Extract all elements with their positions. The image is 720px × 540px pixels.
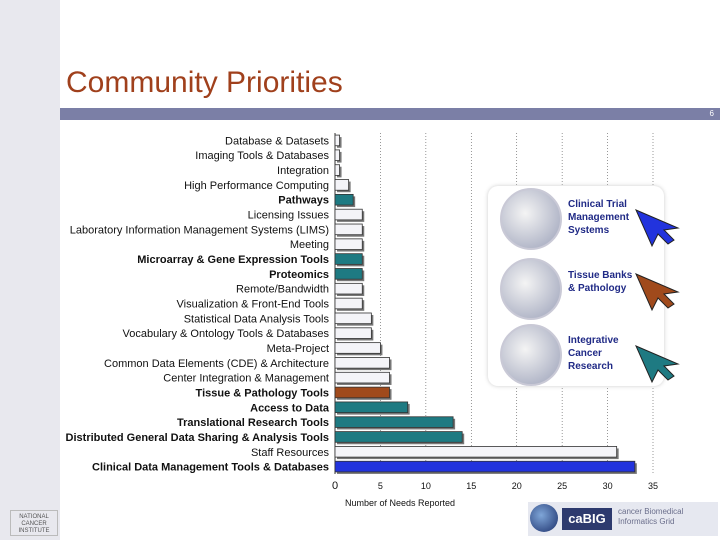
- bar-2: [334, 164, 340, 176]
- arrow-icon-blue: [635, 209, 680, 248]
- bar-21: [334, 446, 618, 458]
- x-axis-title: Number of Needs Reported: [345, 498, 455, 508]
- tissue-banks-photo: [500, 258, 562, 320]
- category-label-12: Statistical Data Analysis Tools: [184, 313, 330, 325]
- bar-4: [334, 193, 354, 206]
- category-label-4: Pathways: [278, 195, 329, 207]
- x-tick-label-6: 30: [603, 481, 613, 491]
- page-number: 6: [709, 109, 714, 118]
- x-tick-label-3: 15: [466, 481, 476, 491]
- cabig-brand: caBIG: [562, 508, 612, 530]
- legend-label-clinical-trial: Clinical Trial Management Systems: [568, 199, 630, 236]
- category-label-2: Integration: [277, 165, 329, 177]
- category-label-10: Remote/Bandwidth: [236, 284, 329, 296]
- category-label-13: Vocabulary & Ontology Tools & Databases: [123, 328, 330, 340]
- legend-label-integrative: Integrative Cancer Research: [568, 335, 619, 372]
- bar-12: [334, 312, 372, 325]
- bar-20: [334, 431, 463, 443]
- x-tick-label-4: 20: [512, 481, 522, 491]
- cabig-description: cancer Biomedical Informatics Grid: [618, 507, 684, 526]
- category-label-16: Center Integration & Management: [163, 373, 329, 385]
- bar-0: [334, 134, 340, 147]
- x-tick-label-1: 5: [378, 481, 383, 491]
- nci-logo: NATIONAL CANCER INSTITUTE: [10, 510, 58, 536]
- globe-icon: [530, 504, 558, 532]
- bar-14: [334, 342, 381, 354]
- title-divider-bar: [60, 108, 720, 120]
- bar-9: [334, 268, 363, 280]
- x-tick-label-2: 10: [421, 481, 431, 491]
- category-label-3: High Performance Computing: [184, 180, 329, 192]
- category-label-20: Distributed General Data Sharing & Analy…: [66, 432, 329, 444]
- bar-5: [334, 208, 363, 221]
- category-label-17: Tissue & Pathology Tools: [196, 387, 329, 399]
- bar-15: [334, 357, 390, 369]
- category-label-9: Proteomics: [269, 269, 329, 281]
- bar-16: [334, 371, 390, 384]
- legend-arrows: [635, 209, 680, 384]
- category-label-14: Meta-Project: [267, 343, 329, 355]
- category-label-6: Laboratory Information Management System…: [70, 224, 329, 236]
- bar-7: [334, 238, 363, 250]
- slide-title: Community Priorities: [66, 66, 343, 99]
- category-label-7: Meeting: [290, 239, 329, 251]
- category-label-19: Translational Research Tools: [177, 417, 329, 429]
- arrow-icon-brown: [635, 273, 680, 312]
- category-label-5: Licensing Issues: [248, 210, 330, 222]
- category-label-8: Microarray & Gene Expression Tools: [137, 254, 329, 266]
- left-decorative-strip: [0, 0, 60, 540]
- category-label-11: Visualization & Front-End Tools: [177, 299, 330, 311]
- legend-label-tissue-banks: Tissue Banks & Pathology: [568, 270, 633, 294]
- bar-10: [334, 282, 363, 295]
- bar-19: [334, 416, 454, 428]
- x-tick-label-7: 35: [648, 481, 658, 491]
- bar-8: [334, 253, 363, 265]
- category-label-15: Common Data Elements (CDE) & Architectur…: [104, 358, 329, 370]
- bar-3: [334, 179, 350, 191]
- bar-13: [334, 327, 372, 339]
- clinical-trial-photo: [500, 188, 562, 250]
- category-label-1: Imaging Tools & Databases: [195, 150, 329, 162]
- arrow-icon-teal: [635, 345, 680, 384]
- category-label-18: Access to Data: [250, 402, 330, 414]
- bar-17: [334, 386, 390, 399]
- bar-22: [334, 460, 636, 473]
- x-tick-label-0: 0: [332, 480, 338, 492]
- x-tick-label-5: 25: [557, 481, 567, 491]
- integrative-research-photo: [500, 324, 562, 386]
- bar-18: [334, 401, 409, 414]
- cabig-logo-panel: [528, 502, 718, 536]
- category-label-22: Clinical Data Management Tools & Databas…: [92, 462, 329, 474]
- category-label-0: Database & Datasets: [225, 135, 329, 147]
- bar-11: [334, 297, 363, 310]
- bar-6: [334, 223, 363, 236]
- category-label-21: Staff Resources: [251, 447, 330, 459]
- bar-1: [334, 149, 340, 161]
